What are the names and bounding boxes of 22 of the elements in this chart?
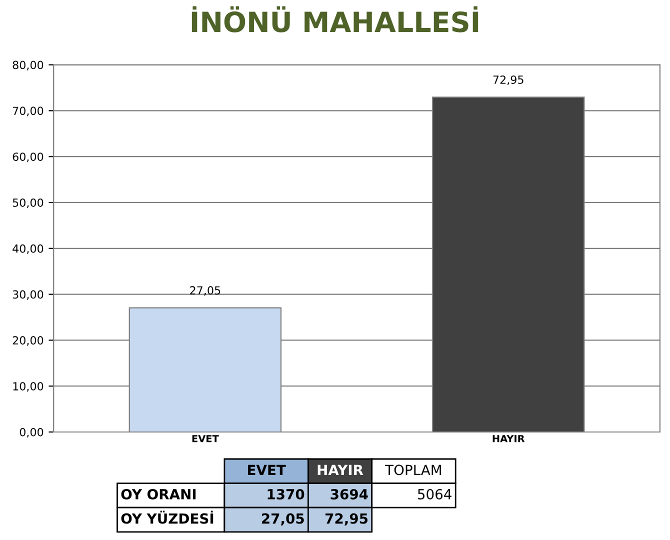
text: 3694: [330, 488, 368, 500]
y-tick-label: 0,00: [20, 428, 44, 438]
y-tick-label: 10,00: [13, 382, 44, 392]
y-tick-label: 30,00: [12, 290, 44, 300]
text: HAYIR: [318, 464, 364, 475]
text: OY ORANI: [121, 488, 196, 500]
y-tick-label: 80,00: [12, 60, 44, 70]
text: 27,05: [262, 513, 304, 526]
text: EVET: [248, 464, 286, 475]
data-label: 72,95: [493, 75, 524, 86]
y-tick-label: 60,00: [12, 152, 44, 162]
y-tick-label: 20,00: [12, 336, 44, 346]
text: 1370: [268, 488, 304, 500]
y-tick-label: 50,00: [12, 198, 44, 208]
text: 72,95: [326, 513, 368, 526]
text: 5064: [418, 488, 452, 500]
y-tick-label: 40,00: [12, 244, 44, 254]
chart-title: İNÖNÜ MAHALLESİ: [192, 6, 478, 32]
data-label: 27,05: [190, 286, 220, 296]
text: TOPLAM: [385, 464, 442, 476]
text: OY YÜZDESİ: [121, 510, 214, 524]
y-tick-label: 70,00: [12, 106, 44, 116]
